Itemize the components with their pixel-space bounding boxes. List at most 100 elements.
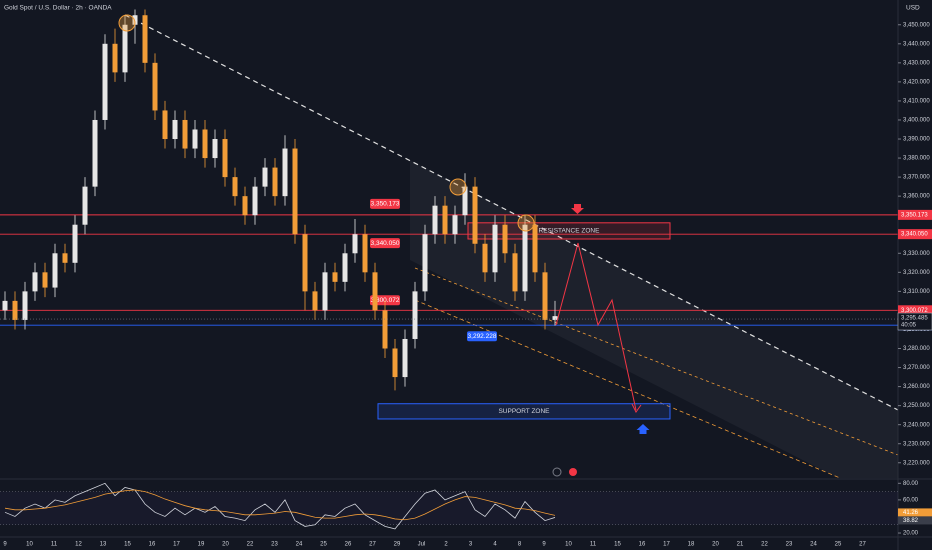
x-tick-label: 10 bbox=[26, 542, 33, 548]
candle-body bbox=[82, 186, 88, 225]
x-tick-label: 13 bbox=[100, 542, 107, 548]
arrow-head bbox=[631, 403, 642, 413]
candle-body bbox=[552, 316, 558, 320]
x-tick-label: 16 bbox=[149, 542, 156, 548]
candle-body bbox=[2, 300, 8, 311]
projection-path bbox=[555, 242, 637, 411]
y-tick-label: 3,380.000 bbox=[903, 156, 930, 162]
chart-title: Gold Spot / U.S. Dollar · 2h · OANDA bbox=[4, 5, 112, 12]
axis-tag bbox=[898, 229, 932, 240]
x-tick-label: 22 bbox=[247, 542, 254, 548]
candle-body bbox=[222, 139, 228, 178]
y-tick-label: 3,280.000 bbox=[903, 346, 930, 352]
trend-line bbox=[124, 14, 899, 411]
candle-body bbox=[302, 234, 308, 292]
rsi-tick-label: 20.00 bbox=[903, 531, 919, 537]
x-tick-label: 26 bbox=[345, 542, 352, 548]
y-tick-label: 3,390.000 bbox=[903, 137, 930, 143]
x-tick-label: 4 bbox=[493, 542, 497, 548]
y-tick-label: 3,360.000 bbox=[903, 194, 930, 200]
x-tick-label: 15 bbox=[614, 542, 621, 548]
candle-body bbox=[292, 148, 298, 235]
candle-body bbox=[532, 224, 538, 273]
rsi-readout: 41.26 bbox=[903, 510, 919, 516]
y-tick-label: 3,410.000 bbox=[903, 99, 930, 105]
x-tick-label: 17 bbox=[173, 542, 180, 548]
x-tick-label: 23 bbox=[271, 542, 278, 548]
level-tag bbox=[370, 198, 400, 209]
level-tag bbox=[467, 331, 497, 342]
y-tick-label: 3,440.000 bbox=[903, 41, 930, 47]
candle-body bbox=[272, 167, 278, 197]
last-price-tag bbox=[897, 312, 932, 331]
x-tick-label: 11 bbox=[590, 542, 597, 548]
candle-body bbox=[362, 234, 368, 273]
candle-body bbox=[122, 24, 128, 73]
x-tick-label: 27 bbox=[859, 542, 866, 548]
sell-arrow bbox=[571, 204, 584, 214]
candle-body bbox=[392, 348, 398, 378]
y-tick-label: 3,450.000 bbox=[903, 22, 930, 28]
candle-body bbox=[132, 15, 138, 25]
candle-body bbox=[62, 253, 68, 263]
level-tag-label: 3,350.173 bbox=[371, 201, 400, 208]
buy-arrow bbox=[636, 424, 650, 434]
y-tick-label: 3,260.000 bbox=[903, 384, 930, 390]
zone-label: SUPPORT ZONE bbox=[498, 408, 550, 415]
highlight-circle bbox=[517, 214, 535, 232]
y-tick-label: 3,320.000 bbox=[903, 270, 930, 276]
candle-body bbox=[52, 253, 58, 288]
x-tick-label: 18 bbox=[688, 542, 695, 548]
candle-body bbox=[12, 300, 18, 320]
x-tick-label: 19 bbox=[198, 542, 205, 548]
candle-body bbox=[462, 186, 468, 216]
rsi-readout-tag bbox=[898, 516, 932, 525]
zone bbox=[377, 403, 671, 420]
candle-body bbox=[402, 338, 408, 378]
y-tick-label: 3,330.000 bbox=[903, 251, 930, 257]
x-tick-label: 24 bbox=[296, 542, 303, 548]
x-tick-label: 8 bbox=[518, 542, 522, 548]
x-tick-label: 11 bbox=[51, 542, 58, 548]
x-tick-label: 9 bbox=[542, 542, 546, 548]
y-tick-label: 3,310.000 bbox=[903, 289, 930, 295]
candle-body bbox=[42, 272, 48, 288]
candle-body bbox=[332, 272, 338, 282]
candle-body bbox=[102, 43, 108, 120]
x-tick-label: 24 bbox=[810, 542, 817, 548]
event-icon[interactable] bbox=[552, 467, 562, 477]
candle-body bbox=[242, 196, 248, 216]
last-price-label: 3,295.485 bbox=[901, 316, 928, 322]
x-tick-label: 25 bbox=[320, 542, 327, 548]
candle-body bbox=[22, 291, 28, 320]
countdown: 40:05 bbox=[901, 323, 917, 329]
candle-body bbox=[482, 243, 488, 273]
candle-body bbox=[322, 272, 328, 311]
y-tick-label: 3,370.000 bbox=[903, 175, 930, 181]
x-tick-label: 9 bbox=[3, 542, 7, 548]
x-tick-label: 22 bbox=[761, 542, 768, 548]
candle-body bbox=[422, 234, 428, 292]
x-tick-label: Jul bbox=[418, 542, 426, 548]
candle-body bbox=[262, 167, 268, 187]
candle-body bbox=[182, 119, 188, 149]
candle-body bbox=[152, 62, 158, 111]
x-tick-label: 27 bbox=[369, 542, 376, 548]
rsi-band bbox=[0, 491, 898, 525]
x-tick-label: 25 bbox=[835, 542, 842, 548]
candle-body bbox=[282, 148, 288, 197]
rsi-line bbox=[4, 482, 556, 530]
candle-body bbox=[452, 215, 458, 235]
level-tag bbox=[370, 238, 400, 249]
level-tag-label: 3,300.072 bbox=[371, 297, 400, 304]
level-tag-label: 3,292.228 bbox=[468, 333, 497, 340]
rsi-readout: 38.82 bbox=[903, 518, 919, 524]
y-tick-label: 3,420.000 bbox=[903, 79, 930, 85]
rsi-tick-label: 80.00 bbox=[903, 481, 919, 487]
candle-body bbox=[252, 186, 258, 216]
x-tick-label: 29 bbox=[394, 542, 401, 548]
x-tick-label: 20 bbox=[222, 542, 229, 548]
event-icon[interactable] bbox=[569, 468, 577, 476]
x-tick-label: 12 bbox=[75, 542, 82, 548]
y-tick-label: 3,250.000 bbox=[903, 403, 930, 409]
